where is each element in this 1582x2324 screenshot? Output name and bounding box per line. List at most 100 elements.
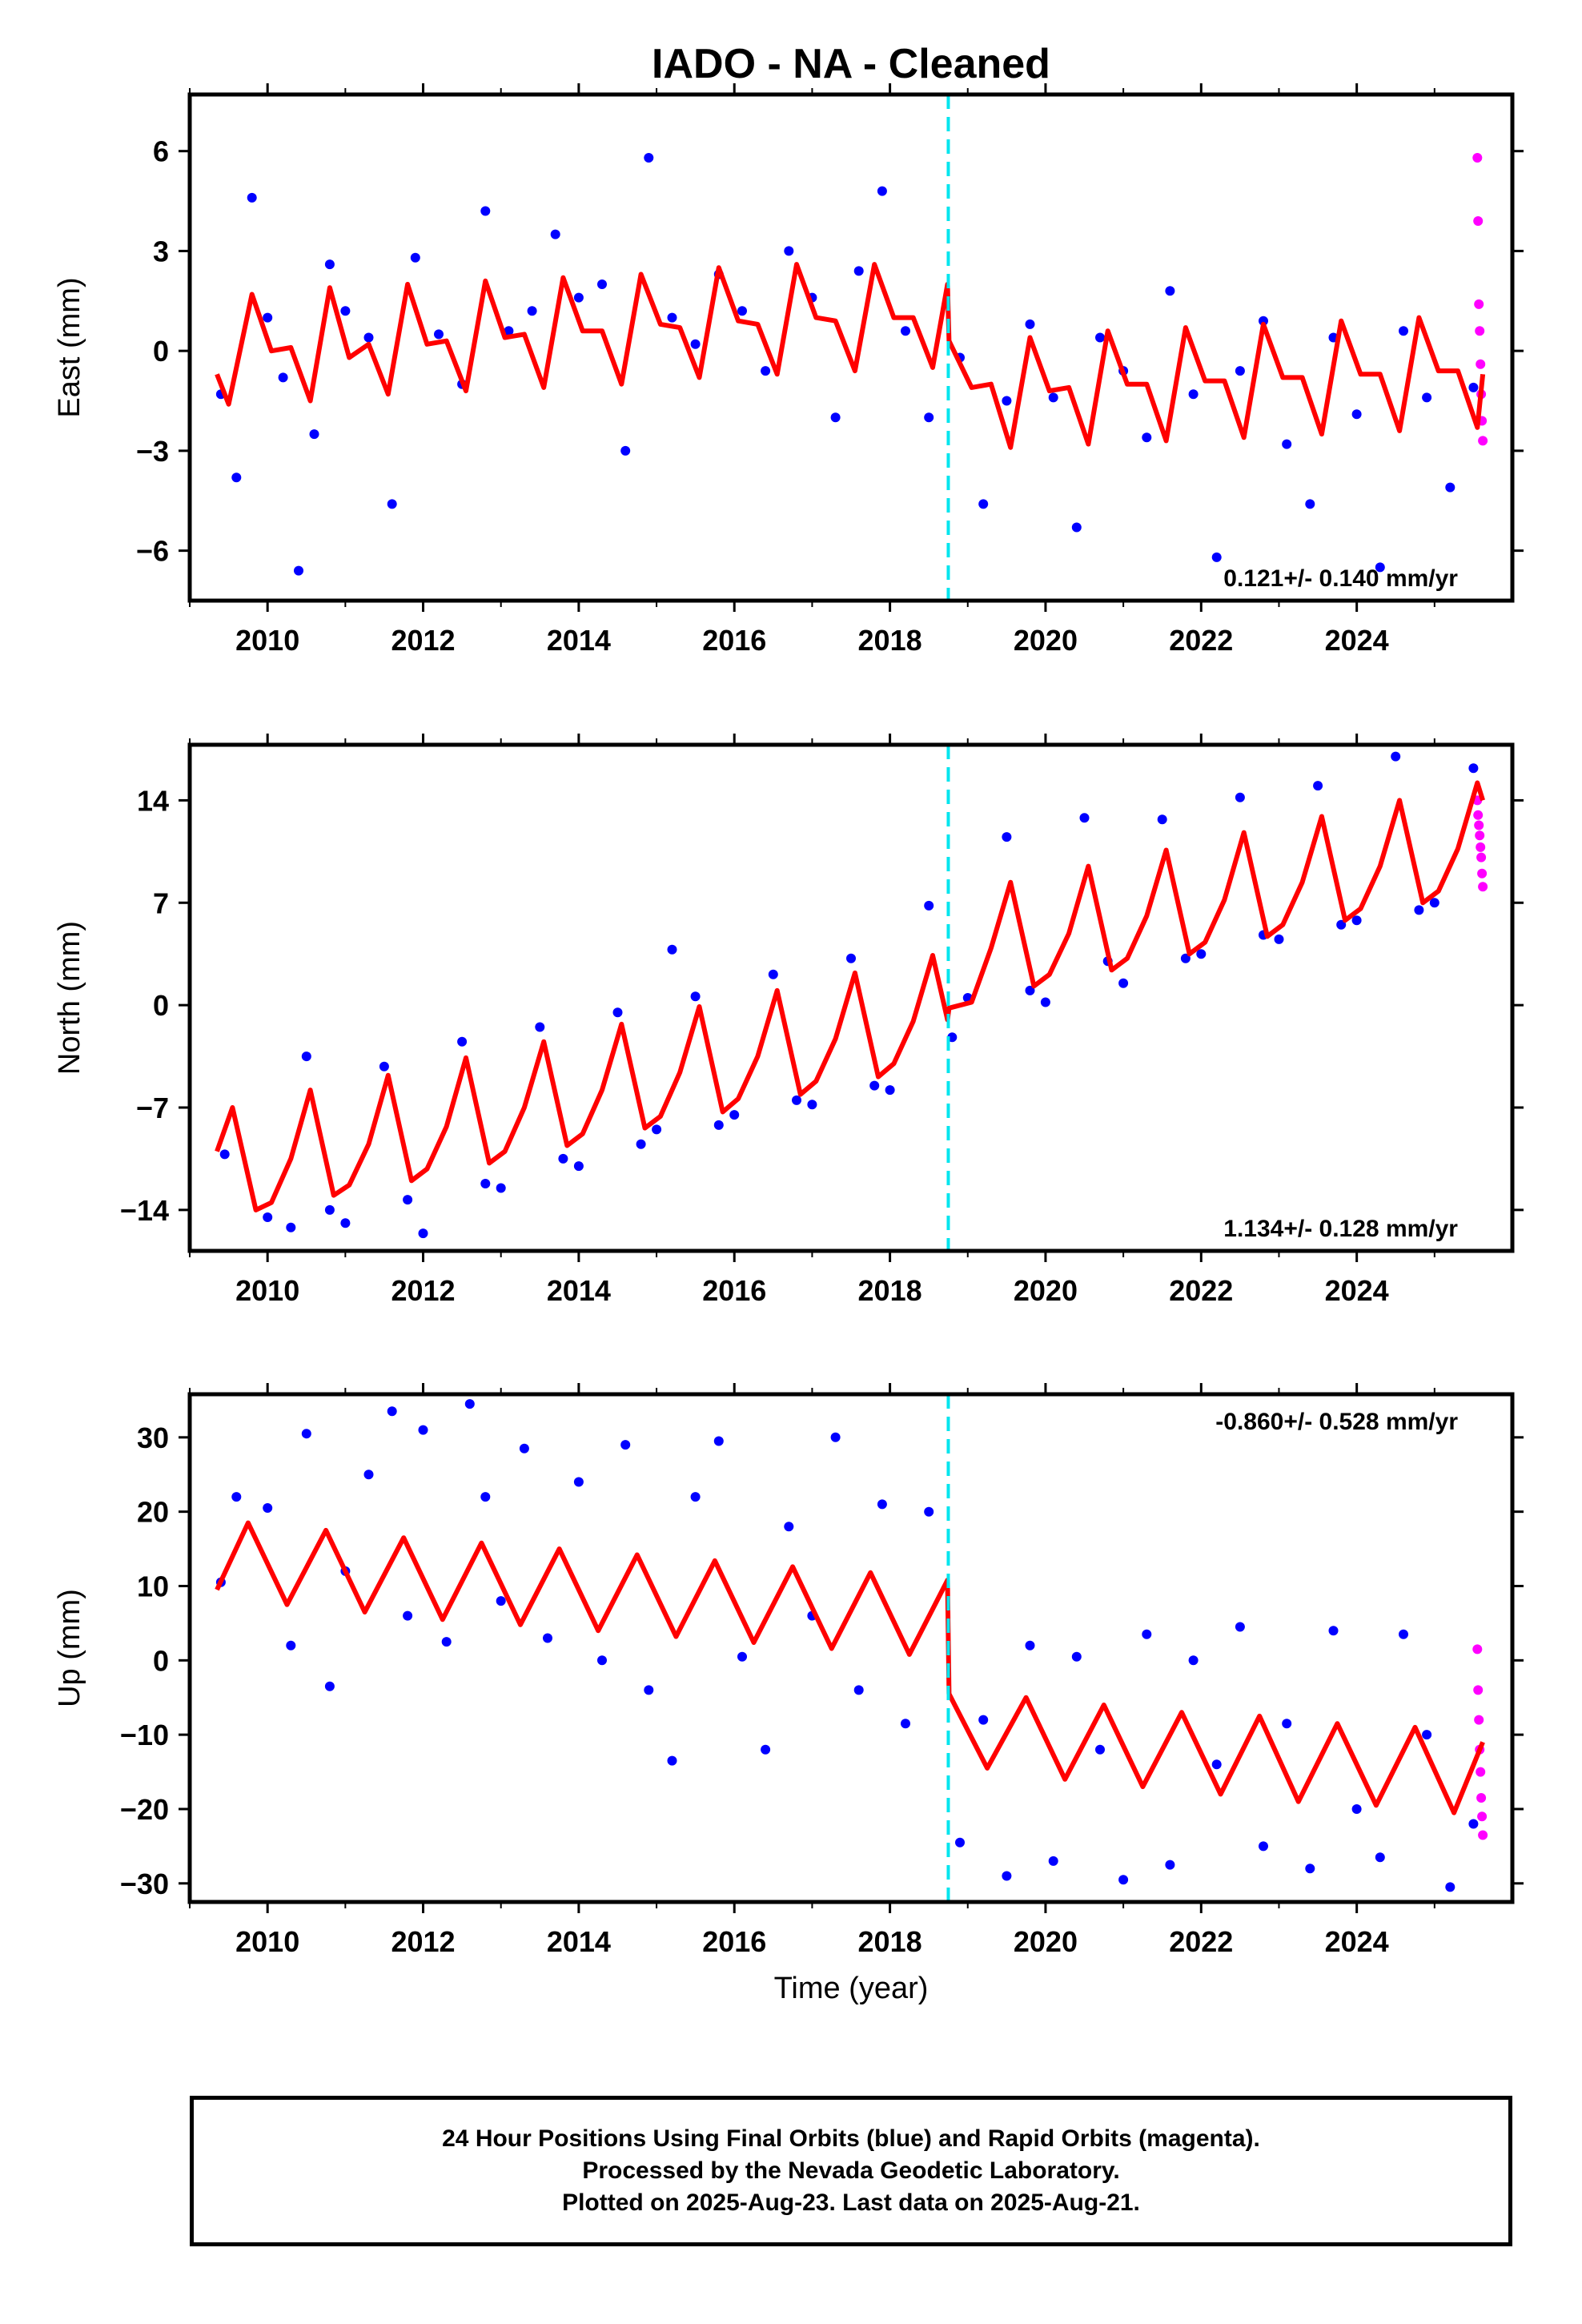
up-point-final_orbits (784, 1522, 794, 1532)
east-point-final_orbits (620, 445, 631, 456)
east-x-tick-label: 2012 (391, 624, 455, 657)
up-y-tick-label: 20 (137, 1496, 169, 1529)
east-frame (187, 92, 1515, 603)
north-series-rapid_orbits (1472, 795, 1488, 892)
footer-box: 24 Hour Positions Using Final Orbits (bl… (190, 2096, 1512, 2246)
up-point-rapid_orbits (1474, 1715, 1484, 1725)
east-point-final_orbits (1188, 389, 1199, 400)
up-y-tick-label: 30 (137, 1421, 169, 1454)
up-rate-label: -0.860+/- 0.528 mm/yr (1215, 1409, 1458, 1435)
north-data-layer (215, 751, 1488, 1239)
east-point-final_orbits (761, 366, 771, 376)
east-point-final_orbits (1468, 382, 1479, 392)
east-point-final_orbits (363, 332, 374, 343)
up-point-final_orbits (667, 1755, 677, 1766)
north-point-final_orbits (924, 900, 934, 911)
north-point-final_orbits (496, 1183, 506, 1193)
up-point-rapid_orbits (1477, 1811, 1488, 1822)
east-point-final_orbits (1165, 286, 1175, 296)
up-point-final_orbits (1002, 1871, 1012, 1881)
east-point-final_orbits (597, 279, 607, 289)
east-point-final_orbits (1095, 332, 1105, 343)
up-x-tick-label: 2016 (702, 1925, 766, 1958)
north-point-final_orbits (1429, 898, 1439, 908)
up-point-final_orbits (620, 1440, 631, 1450)
north-y-axis-label: North (mm) (53, 921, 86, 1075)
north-point-final_orbits (690, 991, 701, 1002)
east-point-rapid_orbits (1475, 326, 1485, 336)
east-data-layer (215, 153, 1488, 576)
north-point-rapid_orbits (1476, 852, 1487, 862)
east-point-final_orbits (1002, 396, 1012, 406)
up-point-final_orbits (1468, 1819, 1479, 1829)
up-point-rapid_orbits (1473, 1685, 1484, 1695)
up-x-tick-label: 2010 (235, 1925, 299, 1958)
north-point-rapid_orbits (1476, 842, 1486, 852)
north-model-fit-line (215, 780, 1485, 1212)
north-point-final_orbits (324, 1204, 335, 1215)
north-point-final_orbits (457, 1036, 468, 1047)
north-point-rapid_orbits (1473, 810, 1484, 820)
north-point-final_orbits (1274, 934, 1284, 944)
up-point-final_orbits (363, 1470, 374, 1480)
up-point-final_orbits (955, 1837, 965, 1848)
up-point-final_orbits (1142, 1629, 1152, 1639)
up-point-final_orbits (1025, 1640, 1035, 1651)
north-point-final_orbits (1313, 781, 1323, 791)
up-point-final_orbits (597, 1655, 607, 1666)
up-point-final_orbits (1282, 1719, 1292, 1729)
north-point-final_orbits (846, 953, 856, 963)
up-x-tick-label: 2012 (391, 1925, 455, 1958)
north-y-tick-label: −14 (120, 1194, 169, 1227)
up-y-tick-label: 10 (137, 1570, 169, 1602)
panels: 2010 2012 2014 2016 2018 2020 2022 2024−6−3036E… (53, 83, 1524, 2005)
up-point-final_orbits (573, 1477, 584, 1487)
up-point-final_orbits (713, 1436, 724, 1446)
up-point-final_orbits (901, 1719, 910, 1729)
up-point-final_orbits (924, 1506, 934, 1517)
east-point-final_orbits (1282, 439, 1292, 449)
footer-line-3: Plotted on 2025-Aug-23. Last data on 202… (562, 2189, 1140, 2216)
north-point-final_orbits (1235, 792, 1245, 802)
east-y-axis-label: East (mm) (53, 277, 86, 417)
east-rate-label: 0.121+/- 0.140 mm/yr (1223, 565, 1458, 592)
up-point-final_orbits (1118, 1875, 1129, 1885)
up-point-final_orbits (1399, 1629, 1408, 1639)
north-point-final_orbits (636, 1139, 646, 1149)
footer-line-2: Processed by the Nevada Geodetic Laborat… (582, 2157, 1120, 2184)
east-point-final_orbits (737, 306, 747, 316)
north-point-final_orbits (1157, 814, 1167, 825)
east-point-rapid_orbits (1473, 216, 1484, 226)
north-x-tick-label: 2024 (1325, 1274, 1389, 1307)
north-point-final_orbits (1040, 997, 1050, 1007)
up-x-tick-label: 2018 (858, 1925, 922, 1958)
up-point-rapid_orbits (1476, 1767, 1486, 1777)
east-point-final_orbits (573, 292, 584, 303)
north-point-final_orbits (1351, 915, 1362, 926)
footer-line-1: 24 Hour Positions Using Final Orbits (bl… (442, 2125, 1260, 2152)
up-point-final_orbits (1071, 1651, 1082, 1662)
up-point-final_orbits (1095, 1744, 1105, 1755)
north-point-final_orbits (885, 1085, 895, 1096)
north-point-final_orbits (1468, 763, 1479, 774)
up-x-tick-label: 2020 (1014, 1925, 1078, 1958)
east-point-final_orbits (324, 259, 335, 270)
north-point-final_orbits (418, 1228, 428, 1239)
east-point-final_orbits (309, 429, 319, 440)
up-point-final_orbits (543, 1633, 552, 1643)
north-rate-label: 1.134+/- 0.128 mm/yr (1223, 1216, 1458, 1242)
up-point-final_orbits (1445, 1882, 1456, 1892)
east-series-final_orbits (215, 153, 1479, 576)
north-point-rapid_orbits (1478, 882, 1488, 892)
east-x-tick-label: 2020 (1014, 624, 1078, 657)
north-point-final_orbits (807, 1100, 817, 1110)
up-point-final_orbits (853, 1685, 864, 1695)
up-point-final_orbits (1422, 1730, 1432, 1740)
up-point-final_orbits (263, 1503, 273, 1513)
up-point-final_orbits (761, 1744, 771, 1755)
east-point-final_orbits (340, 306, 351, 316)
north-point-final_orbits (612, 1007, 623, 1018)
north-x-tick-label: 2012 (391, 1274, 455, 1307)
up-x-tick-label: 2014 (547, 1925, 611, 1958)
